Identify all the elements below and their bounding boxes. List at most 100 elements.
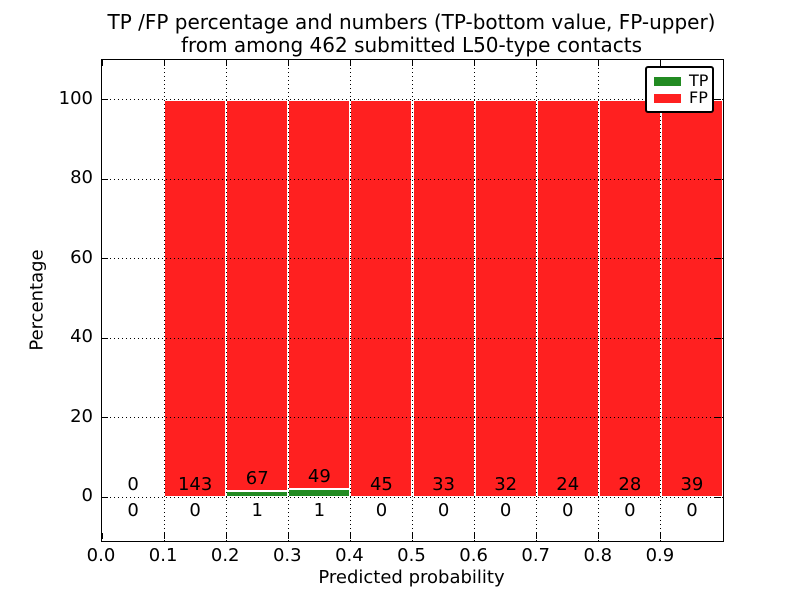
y-tick-mark <box>102 337 108 339</box>
bars-layer <box>102 60 723 541</box>
x-tick-label: 0.8 <box>583 545 613 566</box>
x-tick-label: 0.2 <box>210 545 240 566</box>
y-tick-mark <box>715 258 721 260</box>
legend: TP FP <box>645 66 714 113</box>
tp-count-label: 1 <box>313 500 326 522</box>
y-tick-mark <box>715 417 721 419</box>
x-tick-mark <box>225 533 227 539</box>
fp-count-label: 49 <box>307 466 331 488</box>
x-tick-mark <box>536 533 538 539</box>
legend-item-tp: TP <box>654 71 709 90</box>
fp-bar <box>598 99 661 498</box>
x-axis-label: Predicted probability <box>318 567 505 588</box>
y-tick-mark <box>715 178 721 180</box>
x-tick-mark <box>163 60 165 66</box>
tp-count-label: 0 <box>499 500 512 522</box>
v-gridline <box>412 60 413 541</box>
tp-count-label: 0 <box>437 500 450 522</box>
tp-count-label: 0 <box>375 500 388 522</box>
x-tick-mark <box>287 60 289 66</box>
x-tick-mark <box>660 533 662 539</box>
fp-bar <box>660 99 723 498</box>
y-tick-mark <box>102 496 108 498</box>
legend-label-fp: FP <box>689 88 708 107</box>
x-tick-mark <box>412 60 413 66</box>
legend-label-tp: TP <box>689 71 709 90</box>
x-tick-mark <box>101 60 103 66</box>
v-gridline <box>474 60 476 541</box>
y-tick-mark <box>102 258 108 260</box>
y-tick-label: 60 <box>70 246 93 268</box>
tp-bar <box>288 489 351 498</box>
x-tick-mark <box>598 60 600 66</box>
x-tick-mark <box>349 60 351 66</box>
x-tick-mark <box>598 533 600 539</box>
chart-title-line2: from among 462 submitted L50-type contac… <box>180 33 643 57</box>
tp-count-label: 0 <box>189 500 201 522</box>
x-tick-mark <box>474 60 476 66</box>
x-tick-mark <box>474 533 476 539</box>
x-tick-label: 0.4 <box>335 545 364 566</box>
x-tick-label: 0.0 <box>86 545 116 566</box>
x-tick-mark <box>101 533 103 539</box>
fp-bar <box>350 99 413 498</box>
y-tick-label: 100 <box>58 87 93 109</box>
y-tick-label: 0 <box>81 485 93 507</box>
y-tick-label: 40 <box>70 326 93 348</box>
fp-count-label: 0 <box>127 474 139 496</box>
x-tick-label: 0.9 <box>645 545 675 566</box>
x-tick-mark <box>349 533 351 539</box>
y-tick-label: 20 <box>70 405 93 427</box>
y-tick-mark <box>715 337 721 339</box>
fp-bar <box>536 99 599 498</box>
x-tick-label: 0.3 <box>272 545 302 566</box>
v-gridline <box>660 60 662 541</box>
x-tick-label: 0.5 <box>397 545 426 566</box>
v-gridline <box>349 60 351 541</box>
x-tick-mark <box>225 60 227 66</box>
grid-layer <box>102 60 723 541</box>
x-tick-mark <box>412 533 413 539</box>
legend-item-fp: FP <box>654 88 708 107</box>
y-tick-mark <box>715 99 721 101</box>
fp-count-label: 67 <box>245 468 269 490</box>
fp-count-label: 39 <box>680 474 704 496</box>
y-tick-mark <box>102 99 108 101</box>
fp-count-label: 24 <box>556 474 580 496</box>
tick-marks-layer <box>101 60 723 541</box>
chart-title-line1: TP /FP percentage and numbers (TP-bottom… <box>107 10 716 34</box>
x-tick-mark <box>660 60 662 66</box>
x-tick-mark <box>287 533 289 539</box>
y-tick-mark <box>715 496 721 498</box>
y-tick-label: 80 <box>70 167 93 189</box>
y-tick-mark <box>102 178 108 180</box>
fp-bar <box>288 99 351 490</box>
x-tick-label: 0.7 <box>521 545 551 566</box>
y-axis-label: Percentage <box>26 249 48 351</box>
v-gridline <box>598 60 600 541</box>
count-labels-layer: 0 0 143 0 67 1 49 1 45 0 33 0 32 0 24 0 28 0 39 0 <box>102 60 723 541</box>
y-tick-mark <box>102 417 108 419</box>
tp-legend-swatch-icon <box>654 76 681 86</box>
plot-area: 0 0 143 0 67 1 49 1 45 0 33 0 32 0 24 0 28 0 39 0 <box>101 59 724 542</box>
v-gridline <box>163 60 165 541</box>
tp-count-label: 0 <box>127 500 139 522</box>
fp-bar <box>226 99 289 492</box>
fp-legend-swatch-icon <box>654 93 681 103</box>
tp-count-label: 0 <box>562 500 574 522</box>
fp-count-label: 143 <box>177 474 213 496</box>
x-tick-label: 0.1 <box>148 545 178 566</box>
tp-count-label: 0 <box>686 500 698 522</box>
x-tick-mark <box>163 533 165 539</box>
tp-count-label: 0 <box>624 500 636 522</box>
fp-count-label: 32 <box>494 474 518 496</box>
fp-count-label: 28 <box>618 474 642 496</box>
fp-bar <box>164 99 227 498</box>
v-gridline <box>536 60 538 541</box>
tp-count-label: 1 <box>251 500 263 522</box>
v-gridline <box>225 60 227 541</box>
v-gridline <box>287 60 289 541</box>
x-tick-mark <box>536 60 538 66</box>
x-tick-label: 0.6 <box>459 545 488 566</box>
